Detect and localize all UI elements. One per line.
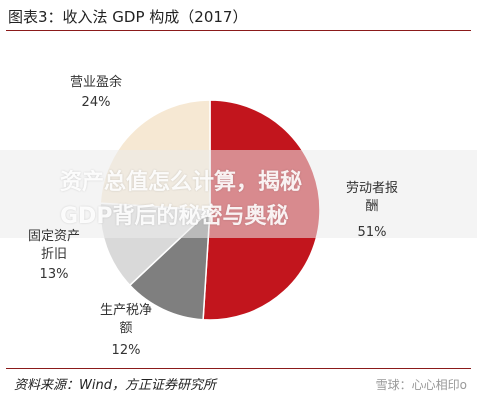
value-label: 51% [357,225,387,240]
slice-label: 营业盈余 [70,75,123,90]
value-label: 12% [111,343,141,358]
slice-label: 生产税净额 [100,303,153,336]
slice-label: 固定资产折旧 [28,229,81,262]
overlay-banner: 资产总值怎么计算，揭秘 GDP背后的秘密与奥秘 [0,150,477,238]
value-label: 13% [39,267,69,282]
overlay-text: GDP背后的秘密与奥秘 [60,204,289,229]
value-label: 24% [81,95,111,110]
rule [6,30,471,31]
watermark: 雪球：心心相印o [375,378,467,392]
slice-label: 劳动者报酬 [346,181,399,214]
chart-title: 图表3：收入法 GDP 构成（2017） [8,8,248,26]
rule [6,368,471,369]
source: 资料来源：Wind，方正证券研究所 [14,378,216,393]
overlay-text: 资产总值怎么计算，揭秘 [60,170,303,195]
